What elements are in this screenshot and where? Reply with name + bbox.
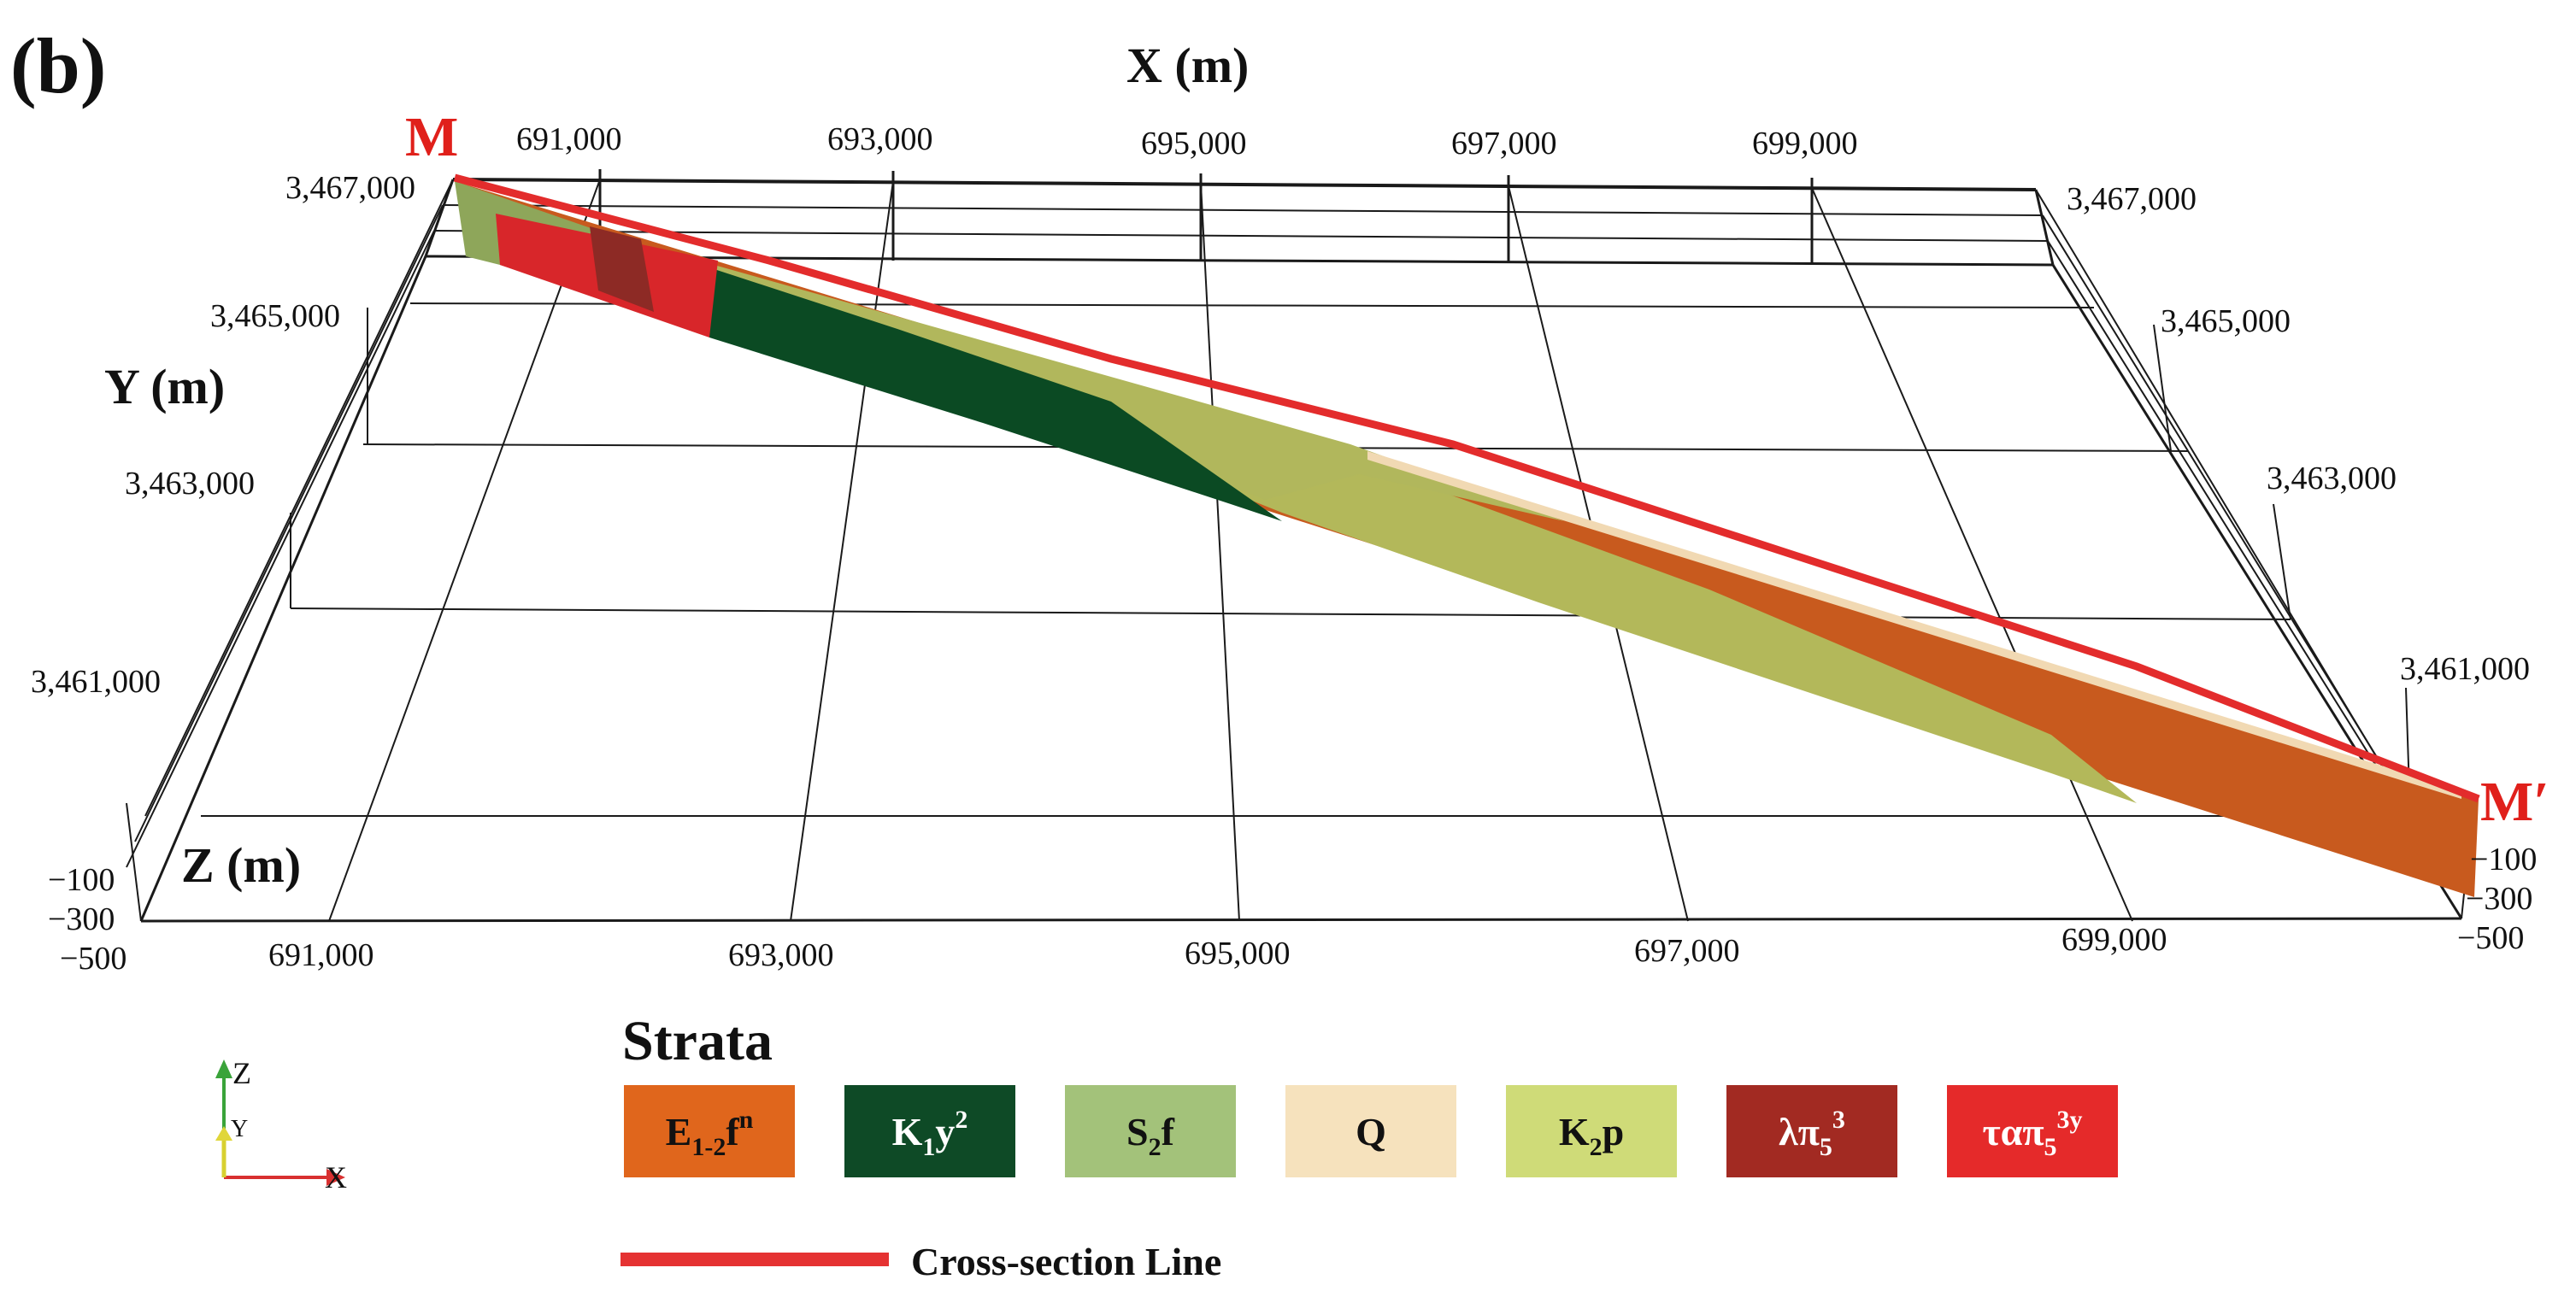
legend-swatch [624, 1085, 795, 1177]
legend: Strata E1-2fn K1y2 S2f Q K2p λπ53 ταπ53y Cross… [620, 1010, 2118, 1283]
z-right-ticks: −100 −300 −500 [2457, 842, 2537, 956]
x-top-tick: 699,000 [1752, 126, 1858, 161]
model-grid [126, 169, 2475, 923]
x-bottom-tick: 699,000 [2061, 922, 2167, 958]
grid-right-stub-1 [2153, 324, 2172, 452]
z-right-tick: −500 [2457, 920, 2524, 956]
grid-right-edge-2 [2042, 214, 2432, 847]
grid-top-back-edge-2 [442, 204, 2044, 216]
y-left-tick: 3,465,000 [210, 298, 340, 334]
y-left-tick: 3,463,000 [125, 466, 255, 502]
triad-y-arrow-icon [215, 1126, 232, 1141]
legend-item: E1-2fn [624, 1085, 795, 1177]
y-right-tick: 3,465,000 [2161, 303, 2291, 339]
x-top-tick: 693,000 [827, 121, 933, 157]
y-left-tick: 3,467,000 [285, 170, 415, 206]
grid-col-5 [1811, 187, 2133, 922]
legend-swatch [1285, 1085, 1456, 1177]
grid-col-1 [328, 179, 601, 922]
y-left-ticks: 3,467,000 3,465,000 3,463,000 3,461,000 [31, 170, 415, 700]
legend-title: Strata [622, 1010, 773, 1072]
triad-z-arrow-icon [215, 1059, 232, 1078]
legend-swatch-label: K1y2 [892, 1106, 968, 1161]
grid-left-edge-2 [134, 204, 444, 842]
y-right-ticks: 3,467,000 3,465,000 3,463,000 3,461,000 [2067, 181, 2530, 687]
grid-front-edge [140, 917, 2462, 923]
legend-cross-section-label: Cross-section Line [911, 1240, 1221, 1283]
orientation-triad: Z Y X [215, 1056, 347, 1194]
section-start-label: M [405, 106, 458, 168]
triad-y-label: Y [231, 1116, 248, 1142]
grid-left-edge-3 [126, 230, 435, 868]
section-end-label: M′ [2480, 771, 2550, 833]
panel-label: (b) [10, 22, 106, 109]
grid-left-edge-1 [144, 179, 454, 817]
stratum-k1y2-region [688, 261, 1282, 521]
triad-x-arrow-icon [326, 1169, 345, 1186]
z-left-tick: −500 [60, 941, 126, 977]
legend-swatch [1947, 1085, 2118, 1177]
z-left-tick: −100 [48, 862, 115, 898]
legend-item: S2f [1065, 1085, 1236, 1177]
grid-row-3 [290, 607, 2291, 620]
z-right-tick: −300 [2466, 881, 2532, 917]
stratum-lp5-region [590, 226, 654, 312]
legend-swatch-label: E1-2fn [666, 1106, 754, 1161]
x-bottom-tick: 697,000 [1634, 933, 1740, 969]
x-bottom-ticks: 691,000 693,000 695,000 697,000 699,000 [268, 922, 2167, 973]
y-right-tick: 3,463,000 [2267, 461, 2397, 496]
x-bottom-tick: 693,000 [728, 937, 834, 973]
legend-swatch-label: S2f [1126, 1110, 1175, 1161]
cross-section-line [453, 173, 2480, 803]
y-left-tick: 3,461,000 [31, 664, 161, 700]
cross-section-body [453, 173, 2480, 897]
x-top-tick: 697,000 [1451, 126, 1557, 161]
x-top-tick: 691,000 [516, 121, 622, 157]
legend-swatch [844, 1085, 1015, 1177]
stratum-q-region [1367, 451, 2461, 799]
stratum-k2p-upper-region [684, 256, 1564, 521]
grid-top-back-edge-3 [433, 230, 2049, 242]
x-axis-title: X (m) [1126, 38, 1249, 93]
y-axis-title: Y (m) [104, 359, 225, 414]
legend-item: Q [1285, 1085, 1456, 1177]
grid-front-left-post [126, 802, 142, 922]
y-right-tick: 3,467,000 [2067, 181, 2197, 217]
legend-swatch [1506, 1085, 1677, 1177]
z-left-tick: −300 [48, 901, 115, 937]
z-right-tick: −100 [2470, 842, 2537, 877]
legend-item: K1y2 [844, 1085, 1015, 1177]
x-top-tick: 695,000 [1141, 126, 1247, 161]
legend-items: E1-2fn K1y2 S2f Q K2p λπ53 ταπ53y [624, 1085, 2118, 1177]
grid-right-stub-2 [2273, 503, 2291, 620]
legend-swatch-label: ταπ53y [1982, 1106, 2082, 1161]
legend-item: K2p [1506, 1085, 1677, 1177]
triad-x-label: X [325, 1160, 347, 1194]
x-top-ticks: 691,000 693,000 695,000 697,000 699,000 [516, 121, 1858, 161]
grid-back-left-post [424, 179, 455, 257]
grid-left-edge-4 [139, 255, 427, 922]
legend-swatch [1065, 1085, 1236, 1177]
triad-z-label: Z [232, 1056, 251, 1090]
z-left-ticks: −100 −300 −500 [48, 862, 126, 977]
x-bottom-tick: 695,000 [1185, 936, 1291, 971]
legend-item: λπ53 [1726, 1085, 1897, 1177]
legend-swatch-label: Q [1356, 1110, 1386, 1153]
grid-back-right-post [2034, 189, 2055, 266]
legend-swatch [1726, 1085, 1897, 1177]
z-axis-title: Z (m) [181, 837, 301, 893]
legend-swatch-label: λπ53 [1779, 1106, 1845, 1161]
grid-col-3 [1200, 183, 1240, 922]
y-right-tick: 3,461,000 [2400, 651, 2530, 687]
x-bottom-tick: 691,000 [268, 937, 374, 973]
legend-item: ταπ53y [1947, 1085, 2118, 1177]
grid-top-back-edge [452, 178, 2037, 191]
legend-swatch-label: K2p [1559, 1110, 1624, 1161]
grid-col-2 [790, 180, 894, 922]
